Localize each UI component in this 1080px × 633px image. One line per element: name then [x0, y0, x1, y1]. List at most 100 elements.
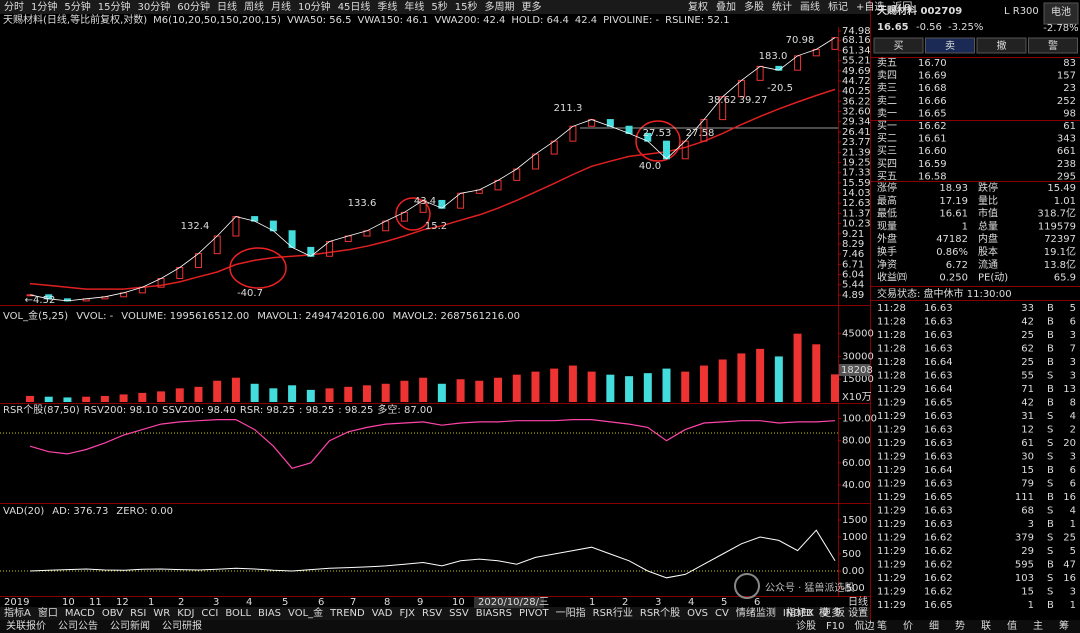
tick-price: 16.63 — [924, 438, 953, 449]
trade-button-label[interactable]: 买 — [894, 40, 904, 52]
period-tab[interactable]: 年线 — [404, 0, 424, 13]
indicator-tab[interactable]: BIAS — [258, 608, 281, 619]
indicator-tab[interactable]: VOL_金 — [288, 606, 323, 619]
link-tab[interactable]: 公司研报 — [162, 619, 202, 632]
panel-tab[interactable]: 主 — [1033, 620, 1043, 632]
tick-side: S — [1047, 533, 1053, 544]
trade-button[interactable] — [1028, 37, 1078, 54]
period-tab[interactable]: 更多 — [522, 0, 542, 13]
panel-tab[interactable]: 笔 — [877, 619, 887, 632]
period-tab[interactable]: 日线 — [217, 0, 237, 13]
indicator-tab[interactable]: 更多 — [821, 606, 841, 619]
indicator-tab[interactable]: OVS — [687, 608, 708, 619]
tick-count: 3 — [1070, 371, 1076, 382]
link-tab[interactable]: F10 — [826, 621, 844, 632]
stat-value: 119579 — [1038, 221, 1076, 232]
period-tab[interactable]: 5分钟 — [64, 0, 90, 13]
stat-value: 17.19 — [939, 196, 968, 207]
trade-button[interactable] — [925, 37, 975, 54]
indicator-tab[interactable]: 模 — [819, 607, 829, 619]
indicator-tab[interactable]: TREND — [329, 608, 365, 619]
tick-time: 11:29 — [877, 560, 906, 571]
tool-button[interactable]: 叠加 — [716, 1, 736, 13]
panel-tab[interactable]: 细 — [929, 619, 939, 632]
indicator-tab[interactable]: 指标B — [786, 606, 813, 619]
link-tab[interactable]: 公司公告 — [58, 619, 98, 632]
indicator-tab[interactable]: RSI — [130, 608, 146, 619]
tool-button[interactable]: +自选 — [856, 0, 884, 13]
panel-tab[interactable]: 联 — [981, 620, 991, 632]
tool-button[interactable]: 多股 — [744, 0, 764, 13]
link-tab[interactable]: 侃边 — [854, 619, 874, 632]
legend-item: M6(10,20,50,150,200,15) — [153, 15, 281, 26]
indicator-tab[interactable]: 一阳指 — [556, 606, 586, 619]
indicator-tab[interactable]: 窗口 — [38, 606, 58, 619]
tool-button[interactable]: 复权 — [688, 0, 708, 13]
indicator-tab[interactable]: WR — [153, 608, 170, 619]
period-tab[interactable]: 10分钟 — [298, 0, 331, 13]
period-tab[interactable]: 多周期 — [485, 0, 515, 13]
indicator-tab[interactable]: KDJ — [177, 608, 194, 619]
period-tab[interactable]: 周线 — [244, 0, 264, 13]
indicator-tab[interactable]: VAD — [372, 608, 393, 619]
indicator-tab[interactable]: SSV — [449, 608, 469, 619]
period-tab[interactable]: 季线 — [377, 0, 397, 13]
indicator-tab[interactable]: 设置 — [848, 607, 868, 619]
legend-item: PIVOLINE: - — [603, 15, 659, 26]
period-tab[interactable]: 15分钟 — [98, 0, 131, 13]
trade-button-label[interactable]: 卖 — [945, 40, 955, 52]
tool-button[interactable]: 标记 — [828, 1, 848, 13]
period-tab[interactable]: 月线 — [271, 0, 291, 13]
indicator-tab[interactable]: BIASRS — [476, 608, 512, 619]
tool-button[interactable]: 返回 — [892, 1, 912, 13]
tick-side: S — [1047, 587, 1053, 598]
y-tick-label: 21.39 — [842, 147, 871, 158]
period-tab[interactable]: 60分钟 — [177, 0, 210, 13]
panel-tab[interactable]: 值 — [1007, 619, 1017, 632]
indicator-tab[interactable]: RSV — [422, 608, 442, 619]
indicator-tab[interactable]: MACD — [65, 608, 95, 619]
trade-button-label[interactable]: 警 — [1048, 39, 1058, 52]
sector-box[interactable] — [1043, 2, 1079, 25]
period-tab[interactable]: 45日线 — [338, 0, 371, 13]
indicator-tab[interactable]: OBV — [102, 608, 123, 619]
tick-count: 25 — [1063, 533, 1076, 544]
link-tab[interactable]: 关联报价 — [6, 619, 46, 632]
trade-button[interactable] — [976, 37, 1027, 54]
tick-time: 11:29 — [877, 492, 906, 503]
tool-button[interactable]: 统计 — [772, 0, 792, 13]
link-tab[interactable]: 公司新闻 — [110, 619, 150, 632]
stock-name: 天赐材料 002709 — [877, 4, 962, 17]
period-tab[interactable]: 1分钟 — [31, 0, 57, 13]
indicator-tab[interactable]: INDEX — [783, 608, 814, 619]
period-tab[interactable]: 15秒 — [455, 0, 478, 13]
indicator-tab[interactable]: RSR个股 — [640, 607, 680, 619]
tick-side: B — [1047, 492, 1054, 503]
trade-button[interactable] — [873, 37, 924, 54]
book-price: 16.61 — [918, 134, 947, 145]
indicator-tab[interactable]: 情绪监测 — [736, 606, 776, 619]
tick-side: B — [1047, 398, 1054, 409]
indicator-tab[interactable]: 指标A — [4, 606, 31, 619]
link-tab[interactable]: 诊股 — [796, 619, 816, 632]
period-tab[interactable]: 分时 — [4, 1, 24, 13]
panel-tab[interactable]: 势 — [955, 619, 965, 632]
indicator-tab[interactable]: RSR行业 — [593, 606, 633, 619]
trade-button-label[interactable]: 撤 — [997, 39, 1007, 52]
indicator-tab[interactable]: CCI — [201, 608, 218, 619]
sector[interactable]: 电池 — [1051, 5, 1071, 18]
y-tick-label: 14.03 — [842, 188, 871, 199]
indicator-tab[interactable]: PIVOT — [519, 608, 550, 619]
indicator-tab[interactable]: CV — [715, 608, 729, 619]
indicator-tab[interactable]: 板 — [835, 606, 845, 619]
period-tab[interactable]: 5秒 — [431, 0, 447, 13]
panel-tab[interactable]: 筹 — [1059, 619, 1069, 632]
stat-value: 6.72 — [946, 260, 968, 271]
indicator-tab[interactable]: BOLL — [225, 608, 251, 619]
volume-bar — [699, 365, 708, 402]
period-tab[interactable]: 30分钟 — [137, 0, 170, 13]
panel-tab[interactable]: 价 — [903, 620, 913, 632]
indicator-tab[interactable]: FJX — [399, 608, 415, 619]
tick-time: 11:28 — [877, 330, 906, 341]
tool-button[interactable]: 画线 — [800, 0, 820, 13]
